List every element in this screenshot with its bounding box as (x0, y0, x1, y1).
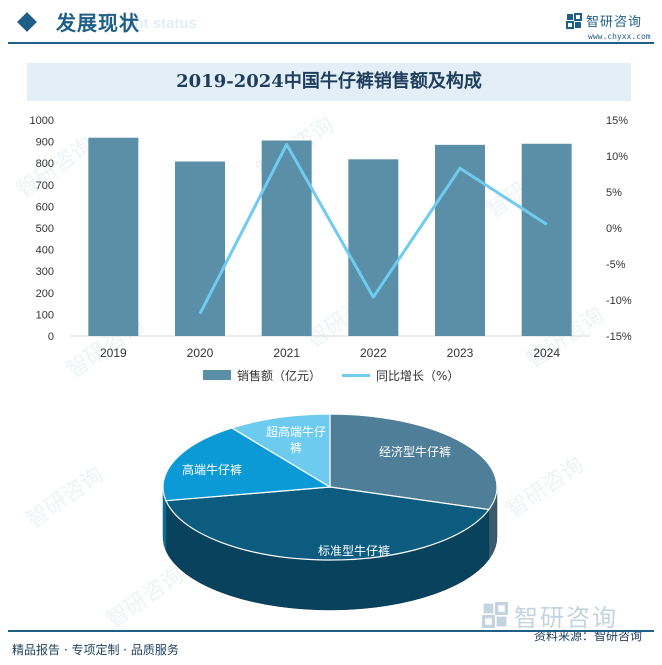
y-tick-label-left: 700 (36, 180, 54, 192)
y-tick-label-left: 1000 (30, 115, 54, 127)
pie-slice-高端牛仔裤 (162, 427, 332, 502)
source-note: 资料来源：智研咨询 (534, 629, 643, 643)
footer-tagline: 精品报告 · 专项定制 · 品质服务 (12, 643, 179, 657)
legend-bar-label: 销售额（亿元） (237, 369, 322, 383)
y-tick-label-right: 5% (606, 187, 622, 199)
pie-label: 标准型牛仔裤 (318, 543, 390, 558)
y-tick-label-right: -15% (606, 331, 632, 343)
y-tick-label-right: -10% (606, 295, 632, 307)
y-tick-label-left: 600 (36, 201, 54, 213)
footer-logo-icon (482, 602, 508, 628)
pie-label: 高端牛仔裤 (182, 462, 242, 477)
chart-legend: 销售额（亿元） 同比增长（%） (0, 366, 662, 386)
y-tick-label-left: 900 (36, 137, 54, 149)
legend-line-swatch (342, 374, 370, 377)
brand-url: www.chyxx.com (588, 32, 651, 41)
x-tick-label: 2022 (360, 346, 387, 360)
y-tick-label-left: 300 (36, 266, 54, 278)
footer-divider (8, 630, 654, 632)
brand-name: 智研咨询 (586, 15, 643, 30)
footer-watermark-logo: 智研咨询 (482, 598, 642, 632)
x-tick-label: 2020 (187, 346, 214, 360)
pie-slice-经济型牛仔裤 (329, 413, 498, 511)
x-tick-label: 2019 (100, 346, 127, 360)
page-title: 发展现状 (56, 11, 140, 35)
y-tick-label-left: 200 (36, 288, 54, 300)
pie-label-cont: 裤 (290, 441, 302, 455)
pie-label: 超高端牛仔 (266, 424, 326, 439)
x-tick-label: 2021 (273, 346, 300, 360)
y-tick-label-left: 0 (48, 331, 54, 343)
header-subtitle: ent status (126, 15, 197, 32)
y-tick-label-right: 10% (606, 151, 628, 163)
y-tick-label-left: 500 (36, 223, 54, 235)
pie-slice-超高端牛仔裤 (230, 413, 331, 489)
pie-label: 经济型牛仔裤 (379, 444, 451, 459)
page-header: ent status 发展现状 智研咨询 www.chyxx.com (0, 0, 662, 46)
y-tick-label-left: 400 (36, 245, 54, 257)
x-tick-label: 2024 (533, 346, 560, 360)
header-divider (8, 42, 654, 44)
bar-2019 (88, 137, 139, 336)
pie-slice-标准型牛仔裤 (165, 486, 490, 561)
bar-2023 (435, 144, 485, 336)
bar-2022 (348, 159, 399, 336)
y-tick-label-right: 15% (606, 115, 628, 127)
combo-chart: 1000900800700600500400300200100015%10%5%… (30, 115, 632, 360)
footer-logo-text: 智研咨询 (514, 604, 618, 632)
bar-2021 (261, 140, 312, 336)
chart-title: 2019-2024中国牛仔裤销售额及构成 (176, 71, 482, 92)
legend-bar-swatch (203, 370, 231, 380)
y-tick-label-left: 800 (36, 158, 54, 170)
y-tick-label-right: -5% (606, 259, 626, 271)
brand-logo: 智研咨询 www.chyxx.com (566, 11, 656, 45)
y-tick-label-left: 100 (36, 309, 54, 321)
brand-logo-icon (566, 13, 582, 29)
bar-2020 (175, 161, 225, 336)
bar-2024 (521, 143, 572, 336)
y-tick-label-right: 0% (606, 223, 622, 235)
x-tick-label: 2023 (447, 346, 474, 360)
legend-line-label: 同比增长（%） (376, 369, 460, 383)
chart-title-band: 2019-2024中国牛仔裤销售额及构成 (27, 63, 631, 101)
